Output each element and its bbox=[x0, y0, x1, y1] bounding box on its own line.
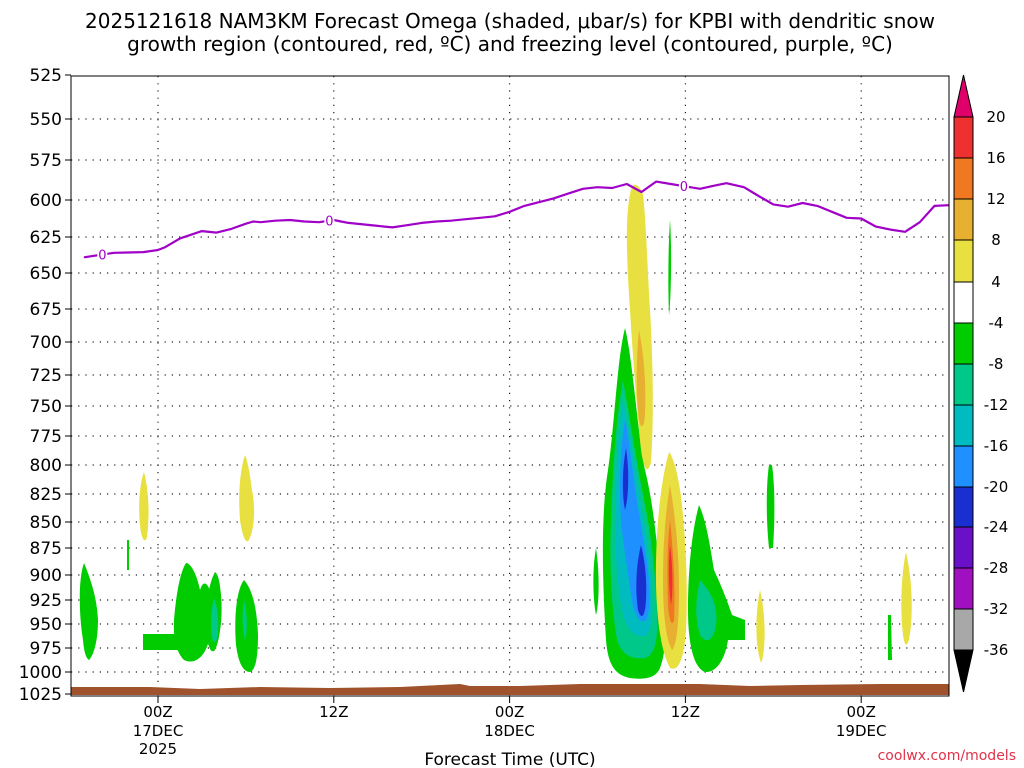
x-tick-label: 00Z bbox=[495, 703, 524, 721]
omega-area-green bbox=[173, 563, 213, 662]
omega-area-yellow bbox=[626, 184, 653, 470]
omega-area-yellow bbox=[239, 455, 255, 542]
omega-area-green bbox=[888, 615, 892, 660]
colorbar-label: -8 bbox=[989, 355, 1004, 373]
contour-label: 0 bbox=[325, 215, 333, 230]
y-tick-label: 950 bbox=[30, 615, 62, 635]
y-tick-label: 575 bbox=[30, 151, 62, 171]
y-tick-label: 875 bbox=[30, 539, 62, 559]
y-axis: 525 550 575 600 625 650 675 700 725 750 775 800 825 8… bbox=[19, 66, 71, 705]
y-tick-label: 900 bbox=[30, 566, 62, 586]
y-tick-label: 525 bbox=[30, 66, 62, 86]
x-tick-label: 00Z bbox=[143, 703, 172, 721]
x-tick-label: 00Z bbox=[847, 703, 876, 721]
y-tick-label: 775 bbox=[30, 427, 62, 447]
colorbar-band bbox=[953, 74, 974, 118]
y-tick-label: 675 bbox=[30, 300, 62, 320]
colorbar-band bbox=[953, 486, 974, 528]
colorbar-band bbox=[953, 322, 974, 365]
colorbar-band bbox=[953, 157, 974, 200]
y-tick-label: 925 bbox=[30, 591, 62, 611]
plot-area: 0 0 0 bbox=[70, 75, 950, 697]
contour-label: 0 bbox=[680, 180, 688, 195]
y-tick-label: 825 bbox=[30, 485, 62, 505]
omega-area-yellow bbox=[901, 552, 912, 645]
omega-area-green bbox=[766, 465, 775, 548]
omega-shading bbox=[79, 184, 912, 679]
freezing-level-labels: 0 0 0 bbox=[97, 178, 689, 264]
omega-area-darkblue bbox=[622, 448, 629, 510]
colorbar-band bbox=[953, 567, 974, 610]
omega-area-green bbox=[593, 548, 599, 615]
colorbar-label: -36 bbox=[984, 641, 1009, 659]
colorbar-label: 20 bbox=[986, 108, 1005, 126]
omega-area-teal bbox=[210, 598, 219, 643]
colorbar-band bbox=[953, 363, 974, 406]
omega-area-red bbox=[668, 545, 673, 605]
colorbar-band bbox=[953, 608, 974, 651]
x-tick-label: 12Z bbox=[671, 703, 700, 721]
x-tick-label: 12Z bbox=[319, 703, 348, 721]
contour-label-background bbox=[678, 178, 689, 195]
contour-label-background bbox=[324, 212, 335, 229]
colorbar-label: -20 bbox=[984, 478, 1009, 496]
colorbar-band bbox=[953, 198, 974, 241]
x-tick-date: 19DEC bbox=[836, 722, 887, 740]
omega-area-teal bbox=[696, 580, 717, 641]
omega-area-teal bbox=[242, 600, 247, 640]
colorbar-label: 16 bbox=[986, 149, 1005, 167]
contour-label: 0 bbox=[98, 249, 106, 264]
colorbar-label: -16 bbox=[984, 437, 1009, 455]
colorbar-band bbox=[953, 116, 974, 159]
y-tick-label: 650 bbox=[30, 264, 62, 284]
colorbar: 20 16 12 8 4 -4 -8 -12 -16 -20 -24 -28 -32 -36 bbox=[953, 74, 1009, 693]
omega-area-yellow bbox=[756, 590, 765, 663]
colorbar-label: -24 bbox=[984, 518, 1009, 536]
x-axis-title: Forecast Time (UTC) bbox=[424, 750, 595, 768]
colorbar-band bbox=[953, 239, 974, 283]
chart-title-line-2: growth region (contoured, red, ºC) and f… bbox=[127, 32, 893, 56]
colorbar-label: 4 bbox=[991, 273, 1001, 291]
colorbar-label: -28 bbox=[984, 559, 1009, 577]
colorbar-label: -32 bbox=[984, 600, 1009, 618]
y-tick-label: 550 bbox=[30, 110, 62, 130]
gridlines bbox=[71, 76, 949, 696]
y-tick-label: 1000 bbox=[19, 663, 62, 683]
y-tick-label: 625 bbox=[30, 228, 62, 248]
chart-title-line-1: 2025121618 NAM3KM Forecast Omega (shaded… bbox=[85, 9, 935, 33]
x-tick-date: 17DEC bbox=[133, 722, 184, 740]
omega-area-orange bbox=[636, 330, 646, 427]
y-tick-label: 725 bbox=[30, 366, 62, 386]
omega-area-darkblue bbox=[636, 545, 647, 616]
freezing-level-line bbox=[83, 180, 949, 259]
terrain-fill bbox=[71, 684, 949, 695]
y-tick-label: 850 bbox=[30, 513, 62, 533]
colorbar-band bbox=[953, 404, 974, 447]
credit-text: coolwx.com/models bbox=[878, 748, 1016, 764]
y-tick-label: 700 bbox=[30, 333, 62, 353]
colorbar-label: -4 bbox=[989, 314, 1004, 332]
x-tick-year: 2025 bbox=[139, 740, 177, 758]
colorbar-label: -12 bbox=[984, 396, 1009, 414]
colorbar-band bbox=[953, 649, 974, 693]
y-tick-label: 750 bbox=[30, 397, 62, 417]
colorbar-band bbox=[953, 445, 974, 488]
contour-label-background bbox=[97, 246, 108, 263]
omega-area-green bbox=[79, 563, 98, 660]
y-tick-label: 800 bbox=[30, 456, 62, 476]
colorbar-band bbox=[953, 526, 974, 569]
y-tick-label: 975 bbox=[30, 639, 62, 659]
colorbar-label: 12 bbox=[986, 190, 1005, 208]
omega-area-green bbox=[668, 220, 672, 315]
omega-area-green bbox=[127, 540, 129, 570]
colorbar-band bbox=[953, 281, 974, 324]
y-tick-label: 1025 bbox=[19, 685, 62, 705]
omega-area-yellow bbox=[139, 472, 149, 541]
y-tick-label: 600 bbox=[30, 191, 62, 211]
colorbar-label: 8 bbox=[991, 231, 1001, 249]
omega-area-green bbox=[143, 634, 178, 650]
x-tick-date: 18DEC bbox=[484, 722, 535, 740]
